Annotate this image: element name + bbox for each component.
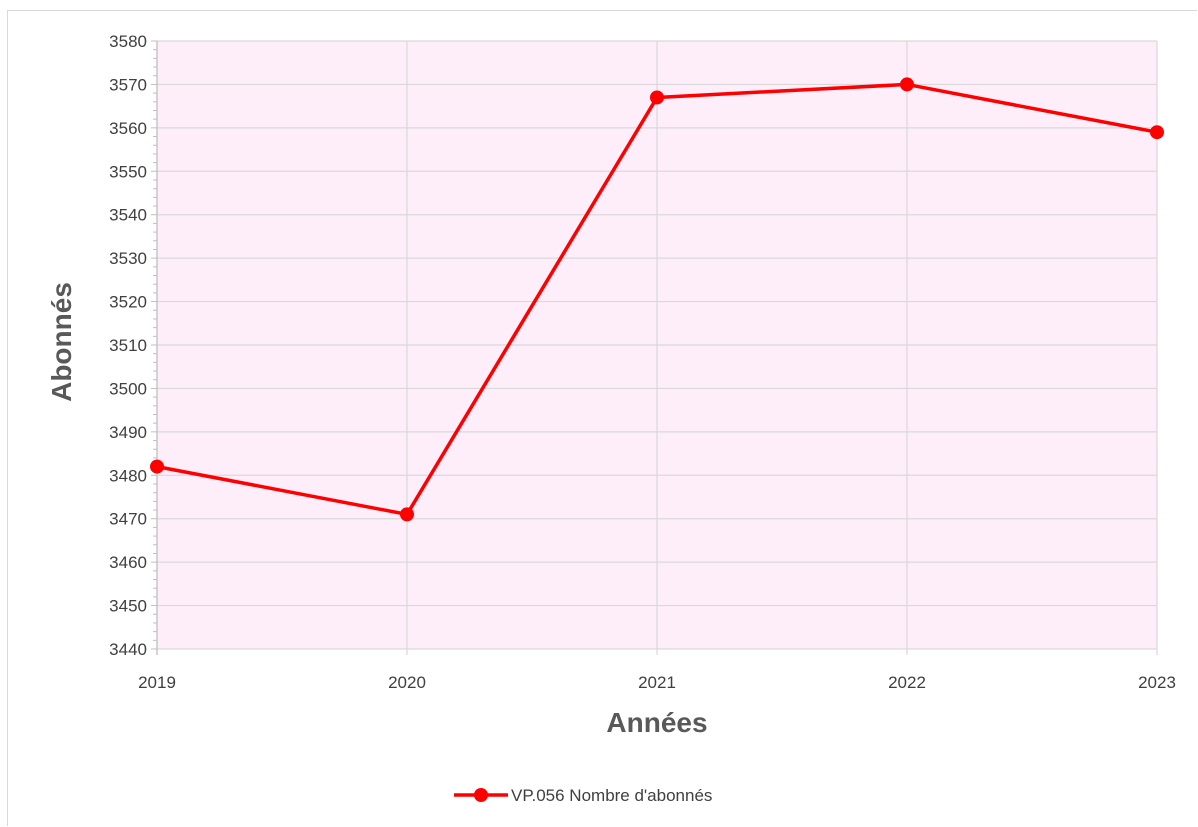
legend: VP.056 Nombre d'abonnés: [454, 786, 712, 805]
y-tick-label: 3520: [109, 293, 147, 312]
y-axis-title: Abonnés: [46, 282, 77, 402]
x-tick-labels: 2019 2020 2021 2022 2023: [138, 673, 1176, 692]
y-tick-label: 3440: [109, 640, 147, 659]
y-tick-label: 3450: [109, 597, 147, 616]
x-tick-label: 2020: [388, 673, 426, 692]
y-minor-ticks: [151, 40, 157, 650]
y-tick-labels: 3440 3450 3460 3470 3480 3490 3500 3510 3520 3530…: [109, 32, 147, 659]
x-tick-label: 2022: [888, 673, 926, 692]
x-tick-label: 2023: [1138, 673, 1176, 692]
y-tick-label: 3580: [109, 32, 147, 51]
x-gridlines: [156, 41, 1158, 655]
x-axis-title: Années: [606, 707, 707, 738]
y-tick-label: 3540: [109, 206, 147, 225]
chart-frame: [7, 10, 1197, 826]
x-tick-label: 2019: [138, 673, 176, 692]
y-tick-label: 3560: [109, 119, 147, 138]
y-tick-label: 3490: [109, 423, 147, 442]
y-tick-label: 3530: [109, 249, 147, 268]
legend-series-name: VP.056 Nombre d'abonnés: [511, 786, 712, 805]
y-tick-label: 3480: [109, 466, 147, 485]
series-layer: [150, 77, 1164, 522]
data-point: [900, 77, 914, 92]
data-point: [400, 507, 414, 522]
y-tick-label: 3500: [109, 379, 147, 398]
data-point: [650, 90, 664, 105]
y-tick-label: 3510: [109, 336, 147, 355]
legend-dot-marker: [474, 788, 488, 802]
x-tick-label: 2021: [638, 673, 676, 692]
data-point: [1150, 125, 1164, 140]
y-tick-label: 3570: [109, 75, 147, 94]
y-tick-label: 3470: [109, 510, 147, 529]
data-point: [150, 459, 164, 474]
y-tick-label: 3550: [109, 162, 147, 181]
y-tick-label: 3460: [109, 553, 147, 572]
